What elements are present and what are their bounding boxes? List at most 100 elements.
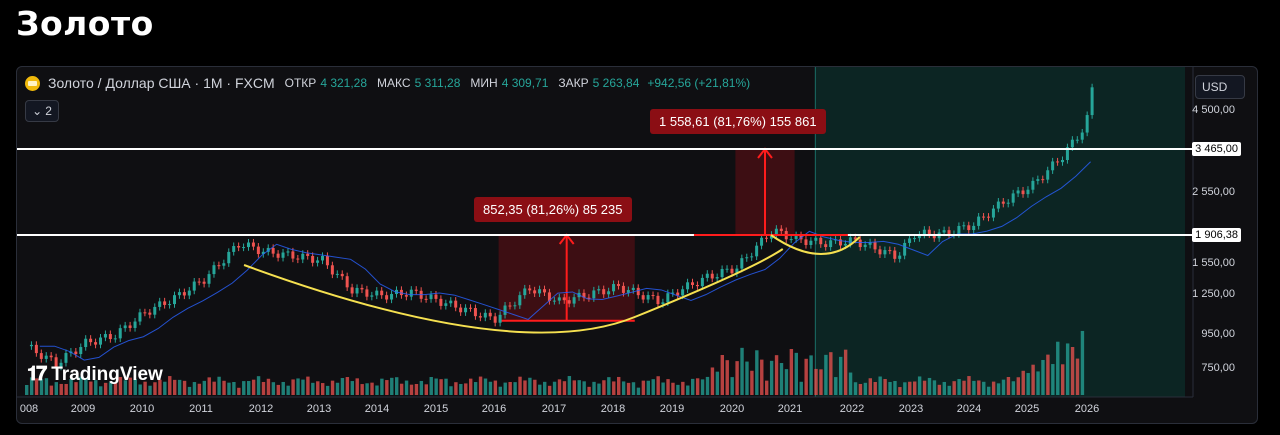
candle bbox=[1006, 202, 1010, 204]
x-tick-label: 2025 bbox=[1014, 403, 1040, 415]
candle bbox=[774, 228, 778, 235]
volume-bar bbox=[755, 350, 759, 395]
volume-bar bbox=[957, 379, 961, 395]
candle bbox=[202, 281, 206, 284]
volume-bar bbox=[330, 380, 335, 395]
candle bbox=[237, 246, 241, 248]
volume-bar bbox=[29, 377, 34, 395]
candle bbox=[439, 298, 443, 306]
volume-bar bbox=[335, 382, 340, 395]
volume-bar bbox=[99, 386, 103, 395]
volume-bar bbox=[449, 386, 453, 395]
candle bbox=[330, 265, 334, 275]
volume-bar bbox=[508, 381, 512, 395]
symbol-label[interactable]: Золото / Доллар США · 1M · FXCM bbox=[48, 75, 275, 91]
candle bbox=[128, 325, 132, 328]
volume-bar bbox=[543, 381, 547, 395]
x-tick-label: 2012 bbox=[248, 403, 274, 415]
candle bbox=[29, 344, 33, 347]
candle bbox=[473, 308, 477, 317]
y-tick-label: 950,00 bbox=[1201, 328, 1235, 340]
volume-bar bbox=[163, 381, 167, 395]
gold-coin-icon bbox=[25, 75, 40, 91]
candle bbox=[1026, 189, 1030, 195]
tradingview-logo[interactable]: 𝟏𝟕 TradingView bbox=[27, 363, 163, 386]
candle bbox=[523, 288, 527, 296]
volume-bar bbox=[1061, 364, 1065, 395]
volume-bar bbox=[602, 380, 606, 395]
volume-bar bbox=[725, 360, 729, 395]
candle bbox=[592, 290, 596, 299]
volume-bar bbox=[103, 382, 108, 395]
volume-bar bbox=[429, 376, 433, 395]
candle bbox=[444, 303, 448, 306]
volume-bar bbox=[843, 349, 848, 395]
candle bbox=[247, 242, 250, 248]
volume-bar bbox=[740, 347, 744, 395]
measure-label-1[interactable]: 852,35 (81,26%) 85 235 bbox=[474, 197, 632, 222]
volume-bar bbox=[848, 372, 853, 395]
x-tick-label: 2021 bbox=[777, 403, 803, 415]
volume-bar bbox=[636, 387, 641, 395]
volume-bar bbox=[404, 380, 409, 395]
volume-bar bbox=[227, 382, 231, 395]
candle bbox=[691, 282, 694, 285]
x-tick-label: 2020 bbox=[719, 403, 745, 415]
candle bbox=[335, 273, 339, 275]
volume-bar bbox=[942, 381, 946, 395]
volume-bar bbox=[434, 378, 438, 395]
volume-bar bbox=[1041, 359, 1045, 395]
price-chart[interactable] bbox=[17, 67, 1257, 423]
volume-bar bbox=[691, 378, 695, 395]
volume-bar bbox=[187, 386, 192, 395]
chart-panel[interactable]: Золото / Доллар США · 1M · FXCM ОТКР 4 32… bbox=[16, 66, 1258, 424]
volume-bar bbox=[1075, 358, 1080, 395]
volume-bar bbox=[108, 382, 113, 395]
volume-bar bbox=[927, 377, 932, 395]
y-tick-label: 1 250,00 bbox=[1192, 288, 1235, 300]
volume-bar bbox=[444, 378, 448, 395]
indicators-collapse-button[interactable]: ⌄ 2 bbox=[25, 100, 59, 122]
candle bbox=[1090, 87, 1094, 116]
indicators-count: 2 bbox=[45, 104, 52, 118]
volume-bar bbox=[873, 381, 877, 395]
volume-bar bbox=[582, 381, 586, 395]
volume-bar bbox=[212, 381, 216, 395]
moving-average-line bbox=[39, 161, 1091, 361]
measure-label-2[interactable]: 1 558,61 (81,76%) 155 861 bbox=[650, 109, 826, 134]
volume-bar bbox=[982, 381, 986, 395]
candle bbox=[626, 290, 630, 293]
volume-bar bbox=[932, 380, 937, 395]
candle bbox=[533, 290, 537, 294]
candle bbox=[414, 289, 418, 291]
volume-bar bbox=[572, 380, 576, 395]
candle bbox=[720, 269, 724, 278]
volume-bar bbox=[197, 383, 202, 395]
candle bbox=[873, 242, 877, 250]
volume-bar bbox=[256, 376, 261, 395]
volume-bar bbox=[671, 382, 675, 395]
chevron-down-icon: ⌄ bbox=[32, 104, 43, 118]
x-tick-label: 2018 bbox=[600, 403, 626, 415]
candle bbox=[809, 240, 813, 245]
volume-bar bbox=[533, 379, 537, 395]
volume-bar bbox=[419, 380, 424, 395]
volume-bar bbox=[173, 379, 177, 395]
currency-button[interactable]: USD bbox=[1195, 75, 1245, 99]
candle bbox=[340, 273, 344, 277]
volume-bar bbox=[321, 383, 325, 395]
volume-bar bbox=[325, 385, 330, 395]
candle bbox=[538, 289, 542, 294]
volume-bar bbox=[715, 371, 720, 395]
candle bbox=[375, 290, 379, 296]
candle bbox=[182, 292, 186, 296]
volume-bar bbox=[286, 385, 290, 395]
volume-bar bbox=[552, 381, 557, 395]
candle bbox=[883, 250, 887, 255]
candle bbox=[1065, 147, 1069, 160]
candle bbox=[518, 295, 522, 306]
volume-bar bbox=[276, 384, 280, 395]
volume-bar bbox=[987, 386, 991, 395]
candle bbox=[942, 230, 946, 233]
candle bbox=[84, 338, 88, 348]
